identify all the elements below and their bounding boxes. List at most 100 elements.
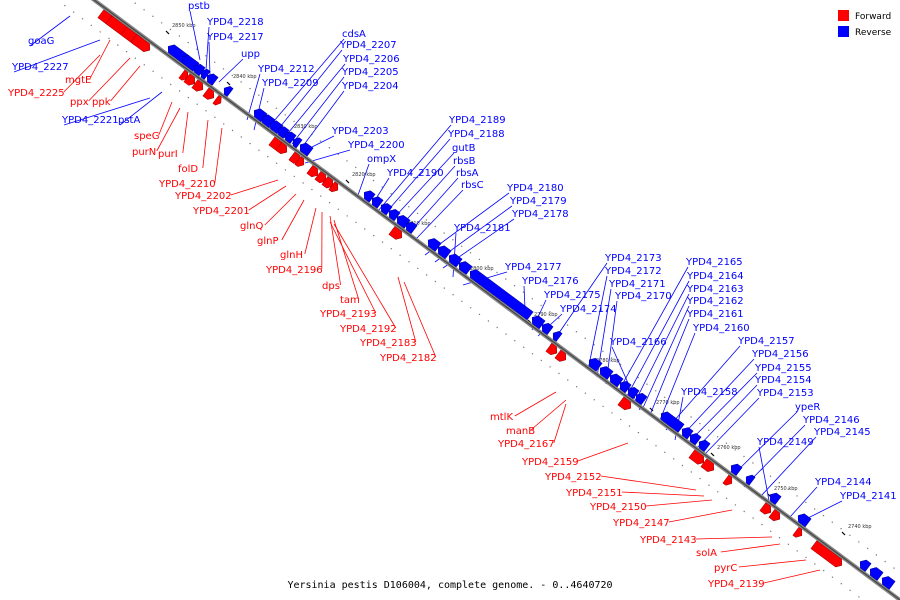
- gene-label-dps: dps: [322, 281, 340, 292]
- forward-gene: [688, 449, 705, 465]
- label-leader: [695, 384, 758, 450]
- gene-label-psta: pstA: [118, 115, 140, 126]
- tick-dot: [231, 74, 233, 77]
- reverse-gene: [681, 427, 694, 440]
- kbp-tick-label: 2840 kbp: [233, 74, 257, 80]
- tick-dot: [611, 412, 613, 414]
- tick-dot: [434, 225, 436, 228]
- tick-dot: [831, 576, 834, 578]
- label-leader: [182, 111, 189, 154]
- gene-label-ypd4-2164: YPD4_2164: [686, 271, 744, 282]
- tick-dot: [434, 280, 437, 283]
- gene-label-pyrc: pyrC: [714, 563, 737, 574]
- label-leader: [789, 486, 818, 518]
- tick-dot: [646, 438, 648, 440]
- tick-dot: [796, 495, 798, 497]
- reverse-gene: [599, 366, 614, 380]
- reverse-gene: [552, 331, 563, 342]
- label-leader: [553, 403, 567, 444]
- tick-dot: [558, 317, 560, 320]
- tick-dot: [399, 254, 401, 256]
- kbp-tick: 2760 kbp: [710, 445, 741, 457]
- label-leader: [218, 58, 244, 83]
- gene-label-ypd4-2151: YPD4_2151: [565, 488, 623, 499]
- gene-label-ypd4-2153: YPD4_2153: [756, 388, 814, 399]
- label-leader: [720, 543, 781, 553]
- label-leader: [738, 559, 807, 568]
- tick-dot: [805, 501, 807, 504]
- tick-dot: [169, 28, 172, 31]
- tick-dot: [337, 208, 340, 210]
- label-leader: [414, 189, 464, 241]
- label-leader: [291, 76, 345, 145]
- tick-dot: [143, 64, 145, 66]
- tick-dot: [223, 123, 225, 125]
- gene-label-ypd4-2159: YPD4_2159: [521, 457, 579, 468]
- tick-dot: [611, 357, 613, 359]
- tick-dot: [761, 523, 763, 526]
- gene-label-ypd4-2193: YPD4_2193: [319, 309, 377, 320]
- tick-dot: [161, 22, 163, 24]
- kbp-tick: 2770 kbp: [649, 400, 680, 412]
- label-leader: [202, 119, 209, 169]
- gene-label-ypd4-2150: YPD4_2150: [589, 502, 647, 513]
- tick-dot: [319, 140, 322, 142]
- tick-dot: [584, 392, 587, 394]
- kbp-tick-label: 2830 kbp: [294, 124, 318, 130]
- kbp-tick-label: 2810 kbp: [407, 221, 431, 227]
- tick-dot: [725, 497, 728, 499]
- reverse-gene: [689, 433, 702, 446]
- reverse-gene: [635, 392, 648, 406]
- tick-dot: [443, 232, 445, 234]
- label-leader: [156, 107, 181, 152]
- reverse-gene: [277, 126, 290, 139]
- label-leader: [264, 193, 297, 226]
- reverse-gene: [698, 439, 711, 453]
- tick-dot: [108, 37, 110, 40]
- gene-label-tam: tam: [340, 295, 360, 306]
- gene-label-mtlk: mtlK: [490, 412, 513, 423]
- reverse-gene: [292, 137, 303, 149]
- reverse-gene: [797, 513, 812, 528]
- label-leader: [577, 442, 629, 462]
- label-leader: [89, 39, 111, 80]
- label-leader: [621, 491, 705, 497]
- tick-dot: [531, 298, 533, 300]
- forward-gene: [388, 226, 403, 240]
- forward-gene: [617, 396, 632, 411]
- tick-dot: [390, 193, 392, 195]
- tick-dot: [408, 261, 410, 263]
- tick-dot: [558, 372, 560, 375]
- gene-label-goag: goaG: [28, 36, 54, 47]
- gene-label-ypd4-2200: YPD4_2200: [347, 140, 405, 151]
- label-leader: [587, 275, 608, 371]
- label-leader: [356, 163, 370, 199]
- tick-dot: [90, 24, 93, 27]
- forward-gene: [183, 73, 196, 86]
- kbp-tick-label: 2800 kbp: [470, 266, 494, 272]
- tick-dot: [143, 9, 145, 11]
- tick-dot: [655, 445, 657, 447]
- tick-dot: [258, 94, 260, 96]
- tick-dot: [566, 324, 569, 326]
- tick-dot: [214, 116, 216, 119]
- tick-dot: [364, 228, 366, 230]
- tick-dot: [522, 291, 525, 293]
- gene-label-ypd4-2180: YPD4_2180: [506, 183, 564, 194]
- gene-label-ypd4-2205: YPD4_2205: [341, 67, 399, 78]
- gene-label-mgte: mgtE: [65, 75, 91, 86]
- tick-dot: [540, 304, 542, 307]
- tick-dot: [284, 169, 287, 171]
- tick-dot: [328, 147, 331, 149]
- tick-dot: [478, 313, 481, 316]
- gene-label-fold: folD: [178, 164, 198, 175]
- kbp-tick-label: 2750 kbp: [774, 486, 798, 492]
- tick-dot: [487, 320, 490, 322]
- tick-dot: [778, 482, 780, 484]
- tick-dot: [461, 245, 463, 247]
- reverse-gene: [193, 63, 206, 77]
- label-leader: [281, 199, 305, 241]
- reverse-gene: [371, 196, 384, 209]
- label-leader-lines: [13, 10, 843, 584]
